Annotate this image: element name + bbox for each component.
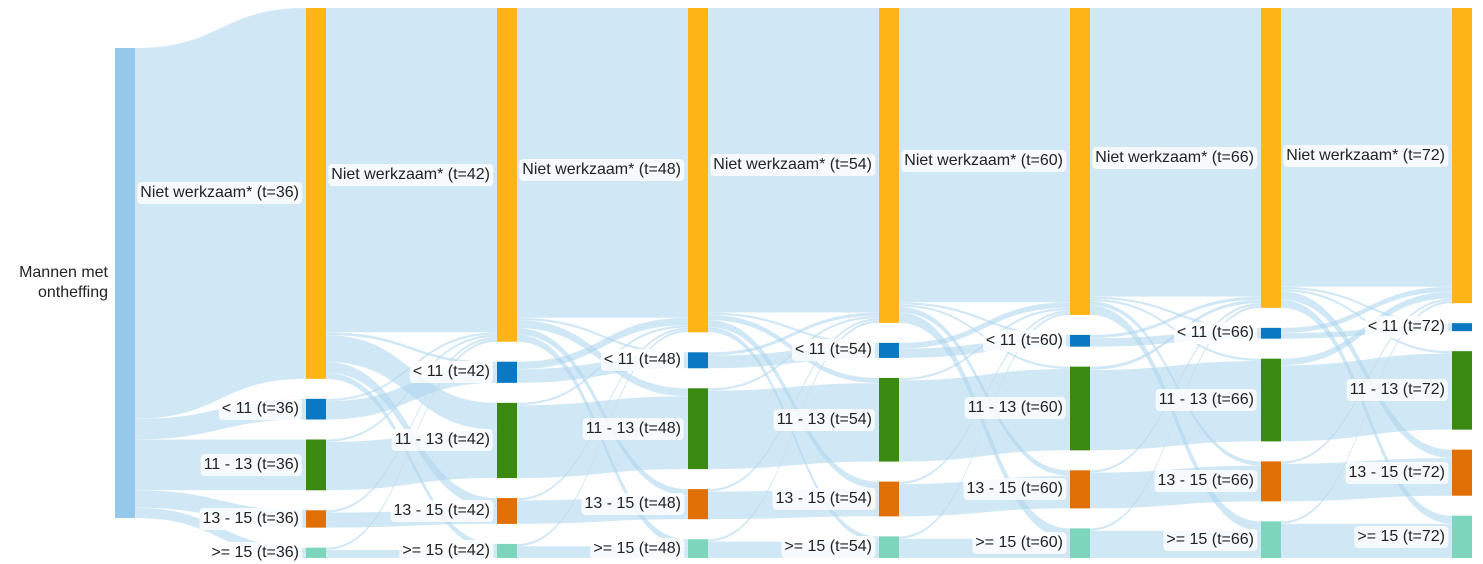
node-label: >= 15 (t=72) [1354, 525, 1448, 548]
flow-link [134, 7, 307, 420]
node [306, 398, 326, 420]
node [306, 547, 326, 558]
node [497, 543, 517, 558]
node-label: >= 15 (t=36) [208, 541, 302, 564]
node-label: < 11 (t=42) [409, 361, 493, 384]
node-label: 13 - 15 (t=48) [581, 493, 684, 516]
node-label: >= 15 (t=42) [399, 539, 493, 562]
node-label: Niet werkzaam* (t=54) [710, 154, 875, 177]
node-label: 11 - 13 (t=42) [391, 429, 493, 452]
node-label: 13 - 15 (t=42) [390, 499, 493, 522]
node [306, 8, 326, 379]
node [1261, 358, 1281, 442]
node [115, 48, 135, 518]
node [1452, 515, 1472, 558]
node-label: 13 - 15 (t=36) [199, 507, 302, 530]
node-label: < 11 (t=48) [600, 349, 684, 372]
node [1452, 323, 1472, 332]
node [1261, 8, 1281, 308]
node-label: 11 - 13 (t=48) [582, 417, 684, 440]
node-label: < 11 (t=66) [1173, 322, 1257, 345]
node [1452, 8, 1472, 304]
node [1261, 521, 1281, 558]
node [688, 8, 708, 333]
node [1070, 366, 1090, 451]
node [497, 402, 517, 479]
node-label: Niet werkzaam* (t=48) [519, 159, 684, 182]
node [497, 361, 517, 383]
node-label: 13 - 15 (t=72) [1345, 461, 1448, 484]
node [1070, 8, 1090, 315]
node [879, 377, 899, 462]
node-label: 11 - 13 (t=72) [1346, 379, 1448, 402]
node [879, 481, 899, 517]
node [1452, 449, 1472, 496]
node [1261, 327, 1281, 339]
node [688, 489, 708, 520]
node-label: 13 - 15 (t=60) [963, 478, 1066, 501]
node-label: Niet werkzaam* (t=72) [1283, 144, 1448, 167]
node [879, 342, 899, 358]
node-label: >= 15 (t=54) [781, 536, 875, 559]
node-label: 13 - 15 (t=54) [772, 487, 875, 510]
node-label: Niet werkzaam* (t=36) [137, 182, 302, 205]
node [497, 498, 517, 524]
node-label: Niet werkzaam* (t=42) [328, 163, 493, 186]
node-label: 11 - 13 (t=36) [200, 453, 302, 476]
node-label: >= 15 (t=48) [590, 537, 684, 560]
node-label: < 11 (t=72) [1364, 316, 1448, 339]
node-label: < 11 (t=60) [982, 329, 1066, 352]
node-label: Niet werkzaam* (t=66) [1092, 146, 1257, 169]
node [688, 388, 708, 470]
node [1070, 528, 1090, 558]
node [306, 439, 326, 491]
node-label: < 11 (t=54) [791, 339, 875, 362]
node-label: 11 - 13 (t=54) [773, 408, 875, 431]
node [879, 8, 899, 323]
node [1452, 351, 1472, 430]
node [879, 536, 899, 558]
node-label: < 11 (t=36) [218, 398, 302, 421]
node-label: 11 - 13 (t=60) [964, 397, 1066, 420]
node [688, 539, 708, 558]
node [306, 510, 326, 528]
node-label: >= 15 (t=60) [972, 532, 1066, 555]
node [1261, 461, 1281, 502]
node [1070, 334, 1090, 347]
node [497, 8, 517, 342]
node-label: >= 15 (t=66) [1163, 528, 1257, 551]
node-label: 13 - 15 (t=66) [1154, 470, 1257, 493]
node [688, 352, 708, 369]
node-label: Niet werkzaam* (t=60) [901, 150, 1066, 173]
node-label: 11 - 13 (t=66) [1155, 389, 1257, 412]
node-label: Mannen met ontheffing [19, 264, 108, 301]
node [1070, 470, 1090, 509]
